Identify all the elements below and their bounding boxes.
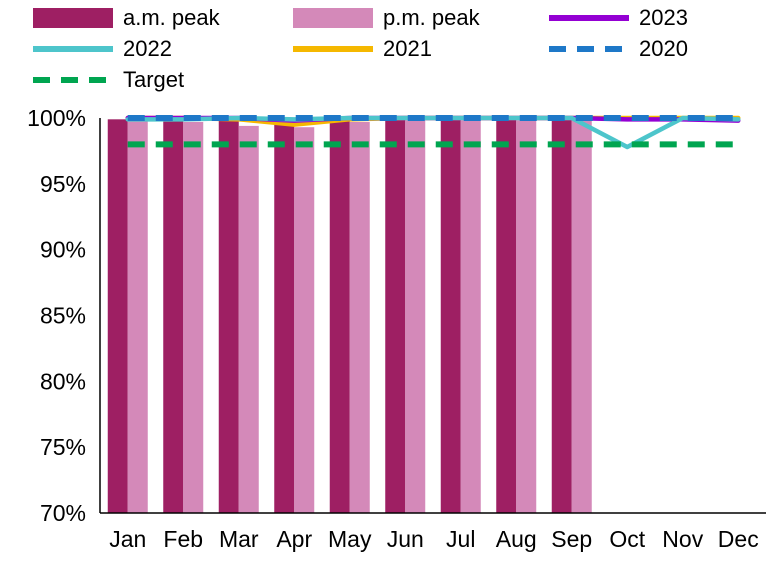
x-tick-label: Apr bbox=[276, 526, 312, 552]
line-2020-swatch bbox=[549, 46, 629, 52]
target-line-swatch bbox=[33, 77, 113, 83]
legend-item-2023: 2023 bbox=[549, 5, 688, 31]
legend-item-pm-peak: p.m. peak bbox=[293, 5, 549, 31]
x-tick-label: Nov bbox=[662, 526, 703, 552]
pm-peak-swatch bbox=[293, 8, 373, 28]
y-tick-label: 85% bbox=[40, 303, 86, 329]
bar-p-m-peak-Aug bbox=[516, 120, 537, 513]
bar-a-m-peak-Sep bbox=[551, 119, 572, 514]
x-tick-label: Aug bbox=[496, 526, 537, 552]
legend: a.m. peak p.m. peak 2023 2022 2021 2020 … bbox=[33, 5, 688, 93]
line-2021-swatch bbox=[293, 46, 373, 52]
bar-a-m-peak-Jul bbox=[440, 119, 461, 514]
legend-item-am-peak: a.m. peak bbox=[33, 5, 293, 31]
legend-item-target: Target bbox=[33, 67, 293, 93]
y-tick-label: 80% bbox=[40, 368, 86, 394]
x-tick-label: Jan bbox=[109, 526, 146, 552]
x-tick-label: May bbox=[328, 526, 372, 552]
legend-item-2020: 2020 bbox=[549, 36, 688, 62]
bar-p-m-peak-Jan bbox=[127, 120, 148, 513]
bar-p-m-peak-Feb bbox=[183, 121, 204, 513]
y-tick-label: 70% bbox=[40, 500, 86, 526]
x-tick-label: Sep bbox=[551, 526, 592, 552]
legend-item-2021: 2021 bbox=[293, 36, 549, 62]
y-tick-label: 75% bbox=[40, 434, 86, 460]
legend-label-am-peak: a.m. peak bbox=[123, 5, 220, 30]
am-peak-swatch bbox=[33, 8, 113, 28]
x-tick-label: Jul bbox=[446, 526, 475, 552]
bar-p-m-peak-Jun bbox=[405, 120, 426, 513]
legend-label-2020: 2020 bbox=[639, 36, 688, 61]
bar-a-m-peak-Mar bbox=[218, 119, 239, 514]
bar-a-m-peak-Apr bbox=[274, 123, 295, 514]
y-tick-label: 90% bbox=[40, 237, 86, 263]
bar-p-m-peak-Jul bbox=[460, 120, 481, 513]
x-tick-label: Dec bbox=[718, 526, 759, 552]
bar-a-m-peak-Feb bbox=[163, 120, 184, 513]
legend-label-pm-peak: p.m. peak bbox=[383, 5, 480, 30]
x-tick-label: Jun bbox=[387, 526, 424, 552]
legend-label-2021: 2021 bbox=[383, 36, 432, 61]
y-tick-label: 100% bbox=[27, 105, 86, 131]
bar-a-m-peak-May bbox=[329, 120, 350, 513]
x-tick-label: Mar bbox=[219, 526, 259, 552]
bar-p-m-peak-Apr bbox=[294, 127, 315, 513]
legend-label-2022: 2022 bbox=[123, 36, 172, 61]
x-tick-label: Oct bbox=[609, 526, 645, 552]
bar-a-m-peak-Aug bbox=[496, 119, 517, 514]
bar-p-m-peak-Sep bbox=[571, 119, 592, 514]
y-tick-label: 95% bbox=[40, 171, 86, 197]
bar-p-m-peak-Mar bbox=[238, 125, 259, 514]
legend-label-target: Target bbox=[123, 67, 185, 92]
bar-p-m-peak-May bbox=[349, 121, 370, 513]
bar-a-m-peak-Jun bbox=[385, 119, 406, 514]
line-2022-swatch bbox=[33, 46, 113, 52]
line-2023-swatch bbox=[549, 15, 629, 21]
legend-label-2023: 2023 bbox=[639, 5, 688, 30]
x-tick-label: Feb bbox=[163, 526, 203, 552]
legend-item-2022: 2022 bbox=[33, 36, 293, 62]
bar-a-m-peak-Jan bbox=[107, 119, 128, 514]
